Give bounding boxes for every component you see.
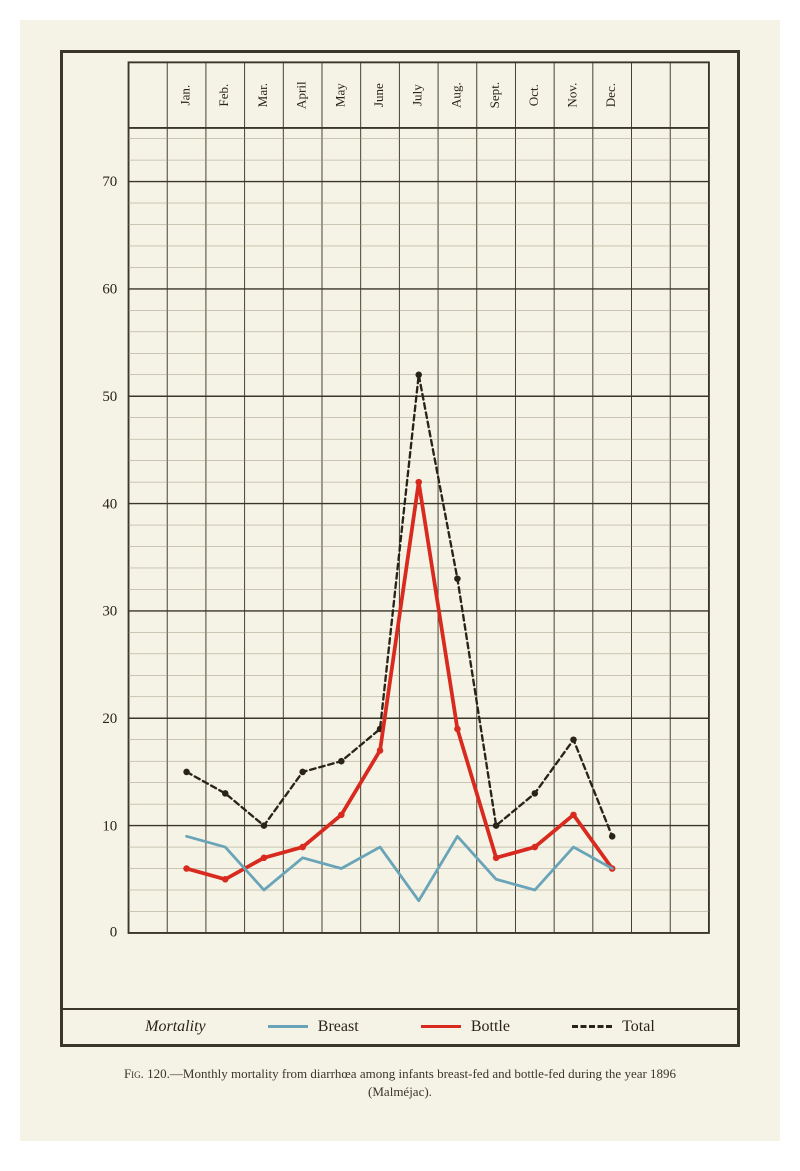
legend-breast-line [268,1025,308,1028]
svg-text:Aug.: Aug. [448,82,463,108]
caption-prefix: Fig. 120. [124,1066,170,1081]
legend: Mortality Breast Bottle Total [63,1008,737,1044]
svg-text:10: 10 [102,818,117,834]
svg-text:June: June [371,83,386,107]
legend-breast-label: Breast [318,1018,359,1036]
legend-bottle-label: Bottle [471,1018,510,1036]
legend-title: Mortality [145,1018,205,1036]
legend-bottle-line [421,1025,461,1028]
svg-text:Jan.: Jan. [178,85,193,106]
page: Jan. Feb. Mar. April May June July Aug. Sept. Oct… [20,20,780,1141]
svg-text:20: 20 [102,711,117,727]
svg-text:Mar.: Mar. [255,83,270,107]
caption-text: —Monthly mortality from diarrhœa among i… [170,1066,676,1099]
svg-text:July: July [410,84,425,106]
legend-total-label: Total [622,1018,655,1036]
legend-bottle: Bottle [421,1018,510,1036]
svg-text:40: 40 [102,496,117,512]
svg-text:50: 50 [102,389,117,405]
legend-total-line [572,1025,612,1028]
figure-caption: Fig. 120.—Monthly mortality from diarrhœ… [60,1065,740,1101]
legend-total: Total [572,1018,655,1036]
legend-breast: Breast [268,1018,359,1036]
svg-text:Feb.: Feb. [216,84,231,107]
svg-text:60: 60 [102,282,117,298]
svg-text:Oct.: Oct. [526,84,541,106]
svg-text:Sept.: Sept. [487,82,502,109]
svg-text:70: 70 [102,174,117,190]
chart-frame: Jan. Feb. Mar. April May June July Aug. Sept. Oct… [60,50,740,1047]
svg-text:30: 30 [102,604,117,620]
svg-text:May: May [332,83,347,107]
svg-text:Dec.: Dec. [603,83,618,107]
svg-text:0: 0 [110,924,117,940]
mortality-chart: Jan. Feb. Mar. April May June July Aug. Sept. Oct… [63,53,737,1008]
svg-text:Nov.: Nov. [564,83,579,108]
svg-text:April: April [294,81,309,109]
